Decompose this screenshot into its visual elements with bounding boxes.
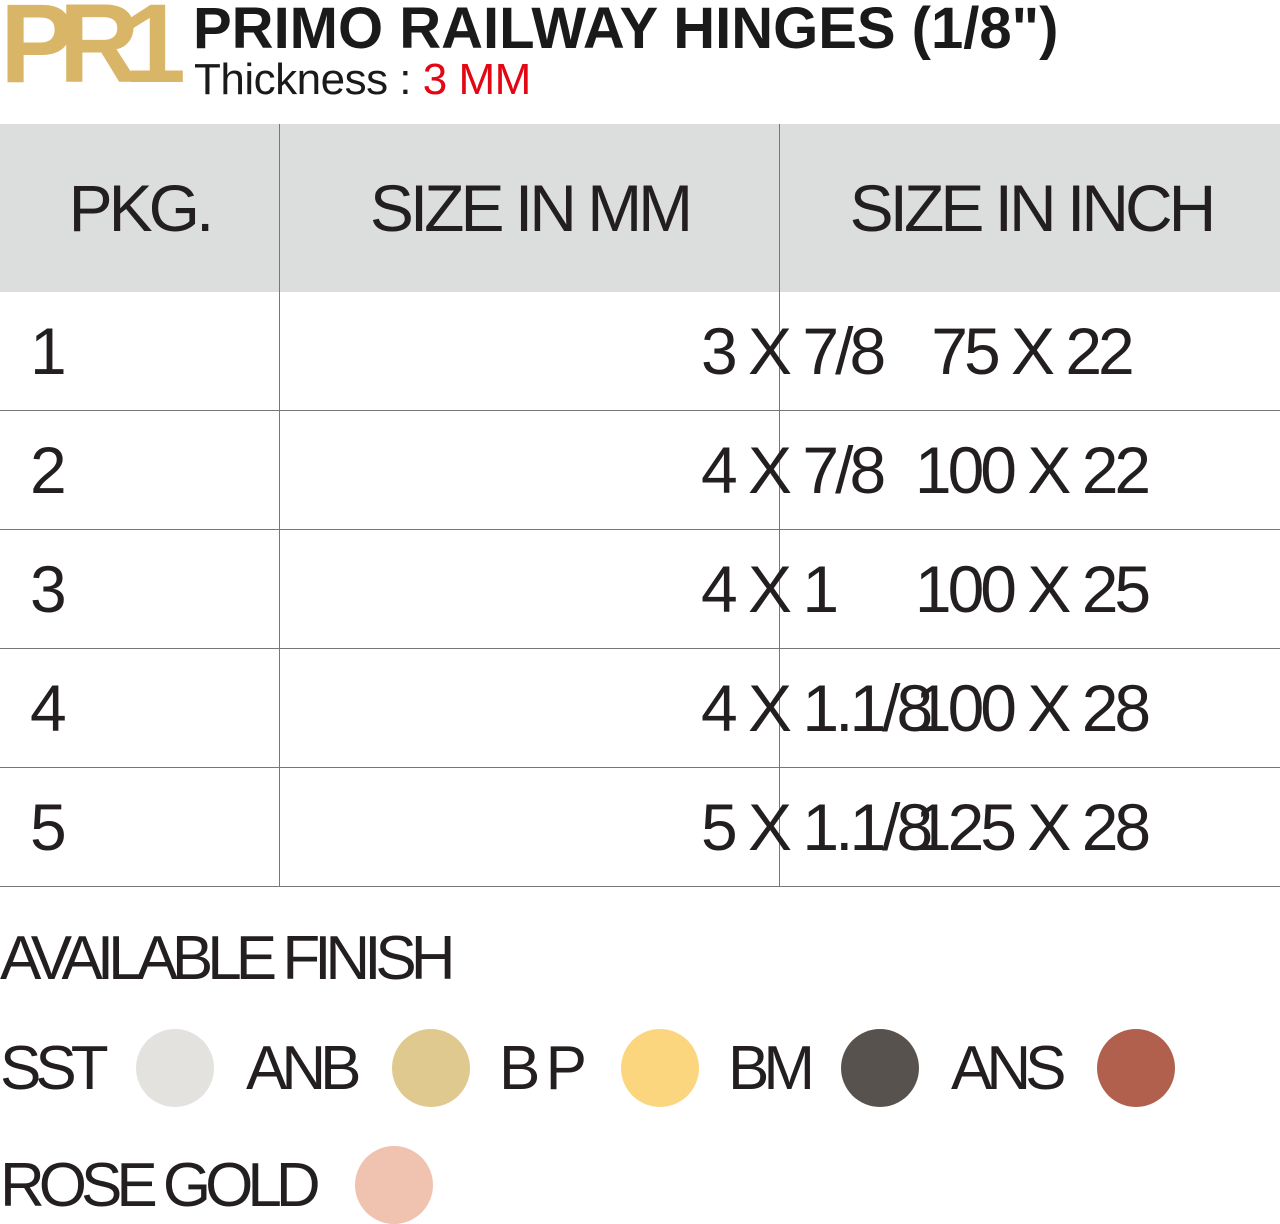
size-inch-cell: 100 X 22 [779,410,1280,530]
pkg-cell: 2 [0,410,280,530]
pkg-cell: 5 [0,767,280,887]
pkg-cell: 3 [0,529,280,649]
size-mm-cell: 3 X 7/8 [279,292,886,411]
table-header-row: PKG. SIZE IN MM SIZE IN INCH [0,124,1280,292]
finish-swatch [621,1029,699,1107]
size-inch-cell: 75 X 22 [779,292,1280,411]
thickness-line: Thickness : 3 MM [194,58,531,102]
finish-title: AVAILABLE FINISH [0,924,456,993]
product-title: PRIMO RAILWAY HINGES (1/8") [193,0,1059,61]
finish-label: B P [499,1034,587,1103]
finish-swatch [136,1029,214,1107]
finish-label: BM [728,1034,815,1103]
finish-swatch [1097,1029,1175,1107]
finish-label: SST [0,1034,109,1103]
thickness-value: 3 MM [422,55,532,104]
size-inch-cell: 125 X 28 [779,767,1280,887]
size-mm-cell: 4 X 7/8 [279,410,886,530]
size-mm-cell: 4 X 1 [279,529,839,649]
column-header-size-inch: SIZE IN INCH [779,124,1280,292]
size-inch-cell: 100 X 28 [779,648,1280,768]
product-code: PR1 [0,0,186,106]
finish-label: ANB [246,1034,362,1103]
size-mm-cell: 4 X 1.1/8 [279,648,933,768]
pkg-cell: 4 [0,648,280,768]
finish-label: ROSE GOLD [0,1151,321,1220]
finish-swatch [841,1029,919,1107]
finish-swatch [355,1146,433,1224]
column-header-pkg: PKG. [0,124,280,292]
finish-label: ANS [951,1034,1067,1103]
finish-swatch [392,1029,470,1107]
size-mm-cell: 5 X 1.1/8 [279,767,933,887]
size-inch-cell: 100 X 25 [779,529,1280,649]
column-header-size-mm: SIZE IN MM [279,124,780,292]
thickness-label: Thickness : [194,55,423,104]
pkg-cell: 1 [0,292,280,411]
